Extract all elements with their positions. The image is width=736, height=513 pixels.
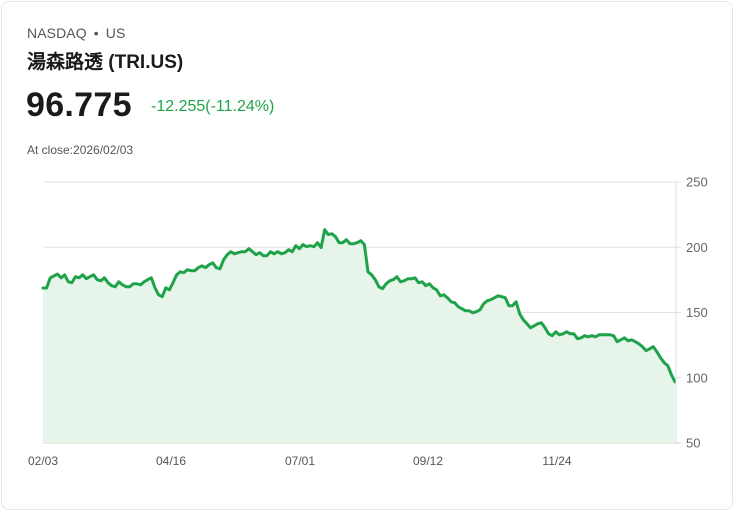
exchange-line: NASDAQ • US <box>27 25 125 41</box>
price-area-fill <box>43 229 675 443</box>
close-date: At close:2026/02/03 <box>27 143 134 157</box>
x-tick-label: 09/12 <box>413 454 443 468</box>
x-tick-label: 02/03 <box>28 454 58 468</box>
separator-dot: • <box>93 25 99 41</box>
y-axis-ticks: 250 200 150 100 50 <box>686 175 708 451</box>
current-price: 96.775 <box>26 86 132 124</box>
y-tick-label: 150 <box>686 305 708 320</box>
market-name: US <box>105 25 126 41</box>
price-change: -12.255(-11.24%) <box>151 98 275 115</box>
x-tick-label: 11/24 <box>542 454 571 468</box>
y-tick-label: 50 <box>686 436 700 451</box>
y-tick-label: 100 <box>686 370 708 385</box>
x-tick-label: 07/01 <box>285 454 315 468</box>
x-axis-ticks: 02/03 04/16 07/01 09/12 11/24 <box>28 454 572 468</box>
y-tick-label: 250 <box>686 175 708 190</box>
price-line <box>41 228 677 384</box>
stock-title: 湯森路透 (TRI.US) <box>27 52 184 73</box>
x-tick-label: 04/16 <box>156 454 186 468</box>
exchange-name: NASDAQ <box>27 25 87 41</box>
y-tick-label: 200 <box>686 240 708 255</box>
